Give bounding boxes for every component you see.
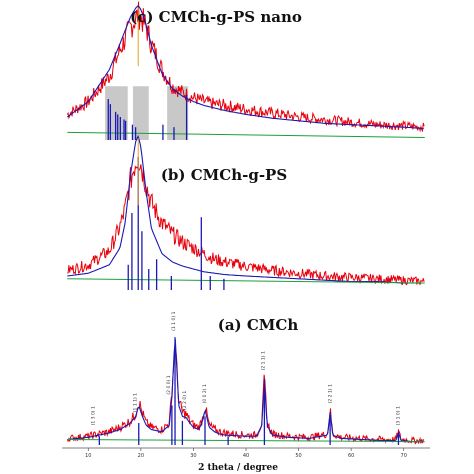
peak-label-6: (2 1 1) 1 — [260, 351, 266, 370]
x-axis: 10 20 30 40 50 60 70 — [62, 447, 430, 459]
x-tick-label-4: 50 — [295, 453, 301, 459]
panel-c-cmch-g-ps-nano — [66, 1, 425, 140]
x-tick-label-1: 20 — [138, 453, 144, 459]
panel-b-cmch-g-ps — [67, 134, 425, 290]
x-tick-label-2: 30 — [190, 453, 196, 459]
peak-label-4: (2 2 0) 1 — [182, 391, 188, 410]
panel-title-a: (a) CMCh — [218, 316, 299, 334]
fitted-profile — [67, 339, 424, 443]
shaded-band-2 — [167, 86, 189, 140]
panel-title-c: (c) CMCh-g-PS nano — [130, 8, 302, 26]
peak-label-1: (1 1 1) 1 — [133, 393, 139, 412]
observed-pattern — [67, 164, 425, 286]
peak-label-2: (2 0 0) 1 — [166, 375, 172, 394]
x-tick-label-0: 10 — [85, 453, 91, 459]
x-tick-label-3: 40 — [243, 453, 249, 459]
x-tick-label-5: 60 — [348, 453, 354, 459]
background-line — [67, 131, 425, 138]
x-axis-label: 2 theta / degree — [198, 463, 278, 473]
panel-a-cmch: (1 3 0) 1 (1 1 1) 1 (2 0 0) 1 (1 1 0) 1 (2 2… — [66, 311, 425, 445]
background-line — [67, 278, 425, 284]
panel-title-b: (b) CMCh-g-PS — [161, 166, 287, 184]
peak-label-0: (1 3 0) 1 — [91, 406, 97, 425]
x-tick-label-6: 70 — [401, 453, 407, 459]
fitted-profile — [66, 5, 424, 129]
peak-label-8: (3 1 0) 1 — [396, 406, 402, 425]
peak-label-7: (2 2 1) 1 — [328, 384, 334, 403]
shaded-band-1 — [132, 86, 149, 140]
peak-label-5: (0 0 2) 1 — [202, 384, 208, 403]
fitted-profile — [67, 134, 424, 284]
background-line — [67, 439, 425, 443]
peak-label-3: (1 1 0) 1 — [171, 311, 177, 330]
